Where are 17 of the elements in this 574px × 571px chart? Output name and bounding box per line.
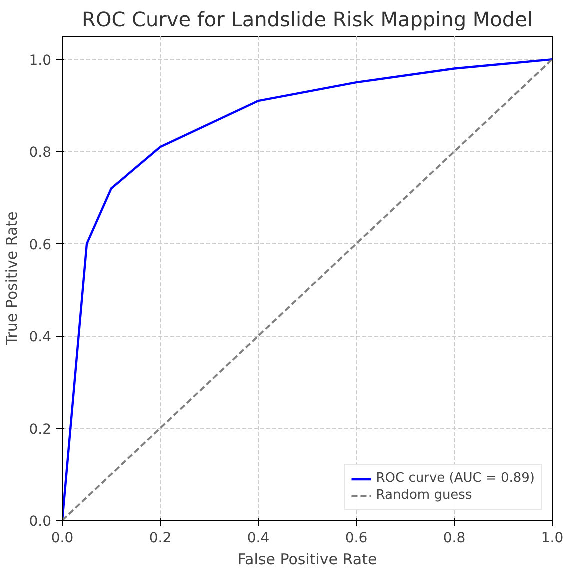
y-axis-title: True Positive Rate bbox=[3, 212, 22, 346]
x-tick-label: 0.0 bbox=[51, 530, 74, 546]
x-axis-title: False Positive Rate bbox=[238, 550, 378, 568]
x-tick-label: 0.8 bbox=[443, 530, 466, 546]
y-tick-label: 0.0 bbox=[29, 514, 52, 530]
y-tick-label: 1.0 bbox=[29, 53, 52, 70]
x-tick-label: 0.4 bbox=[247, 530, 270, 546]
chart-title: ROC Curve for Landslide Risk Mapping Model bbox=[82, 8, 533, 32]
x-tick-label: 0.6 bbox=[345, 530, 368, 546]
y-tick-label: 0.6 bbox=[29, 237, 52, 254]
x-tick-label: 0.2 bbox=[149, 530, 172, 546]
x-tick-label: 1.0 bbox=[541, 530, 564, 546]
legend-label: Random guess bbox=[376, 488, 472, 503]
legend-label: ROC curve (AUC = 0.89) bbox=[376, 471, 535, 486]
y-tick-label: 0.2 bbox=[29, 422, 52, 438]
y-tick-label: 0.4 bbox=[29, 330, 52, 346]
y-tick-label: 0.8 bbox=[29, 145, 52, 162]
